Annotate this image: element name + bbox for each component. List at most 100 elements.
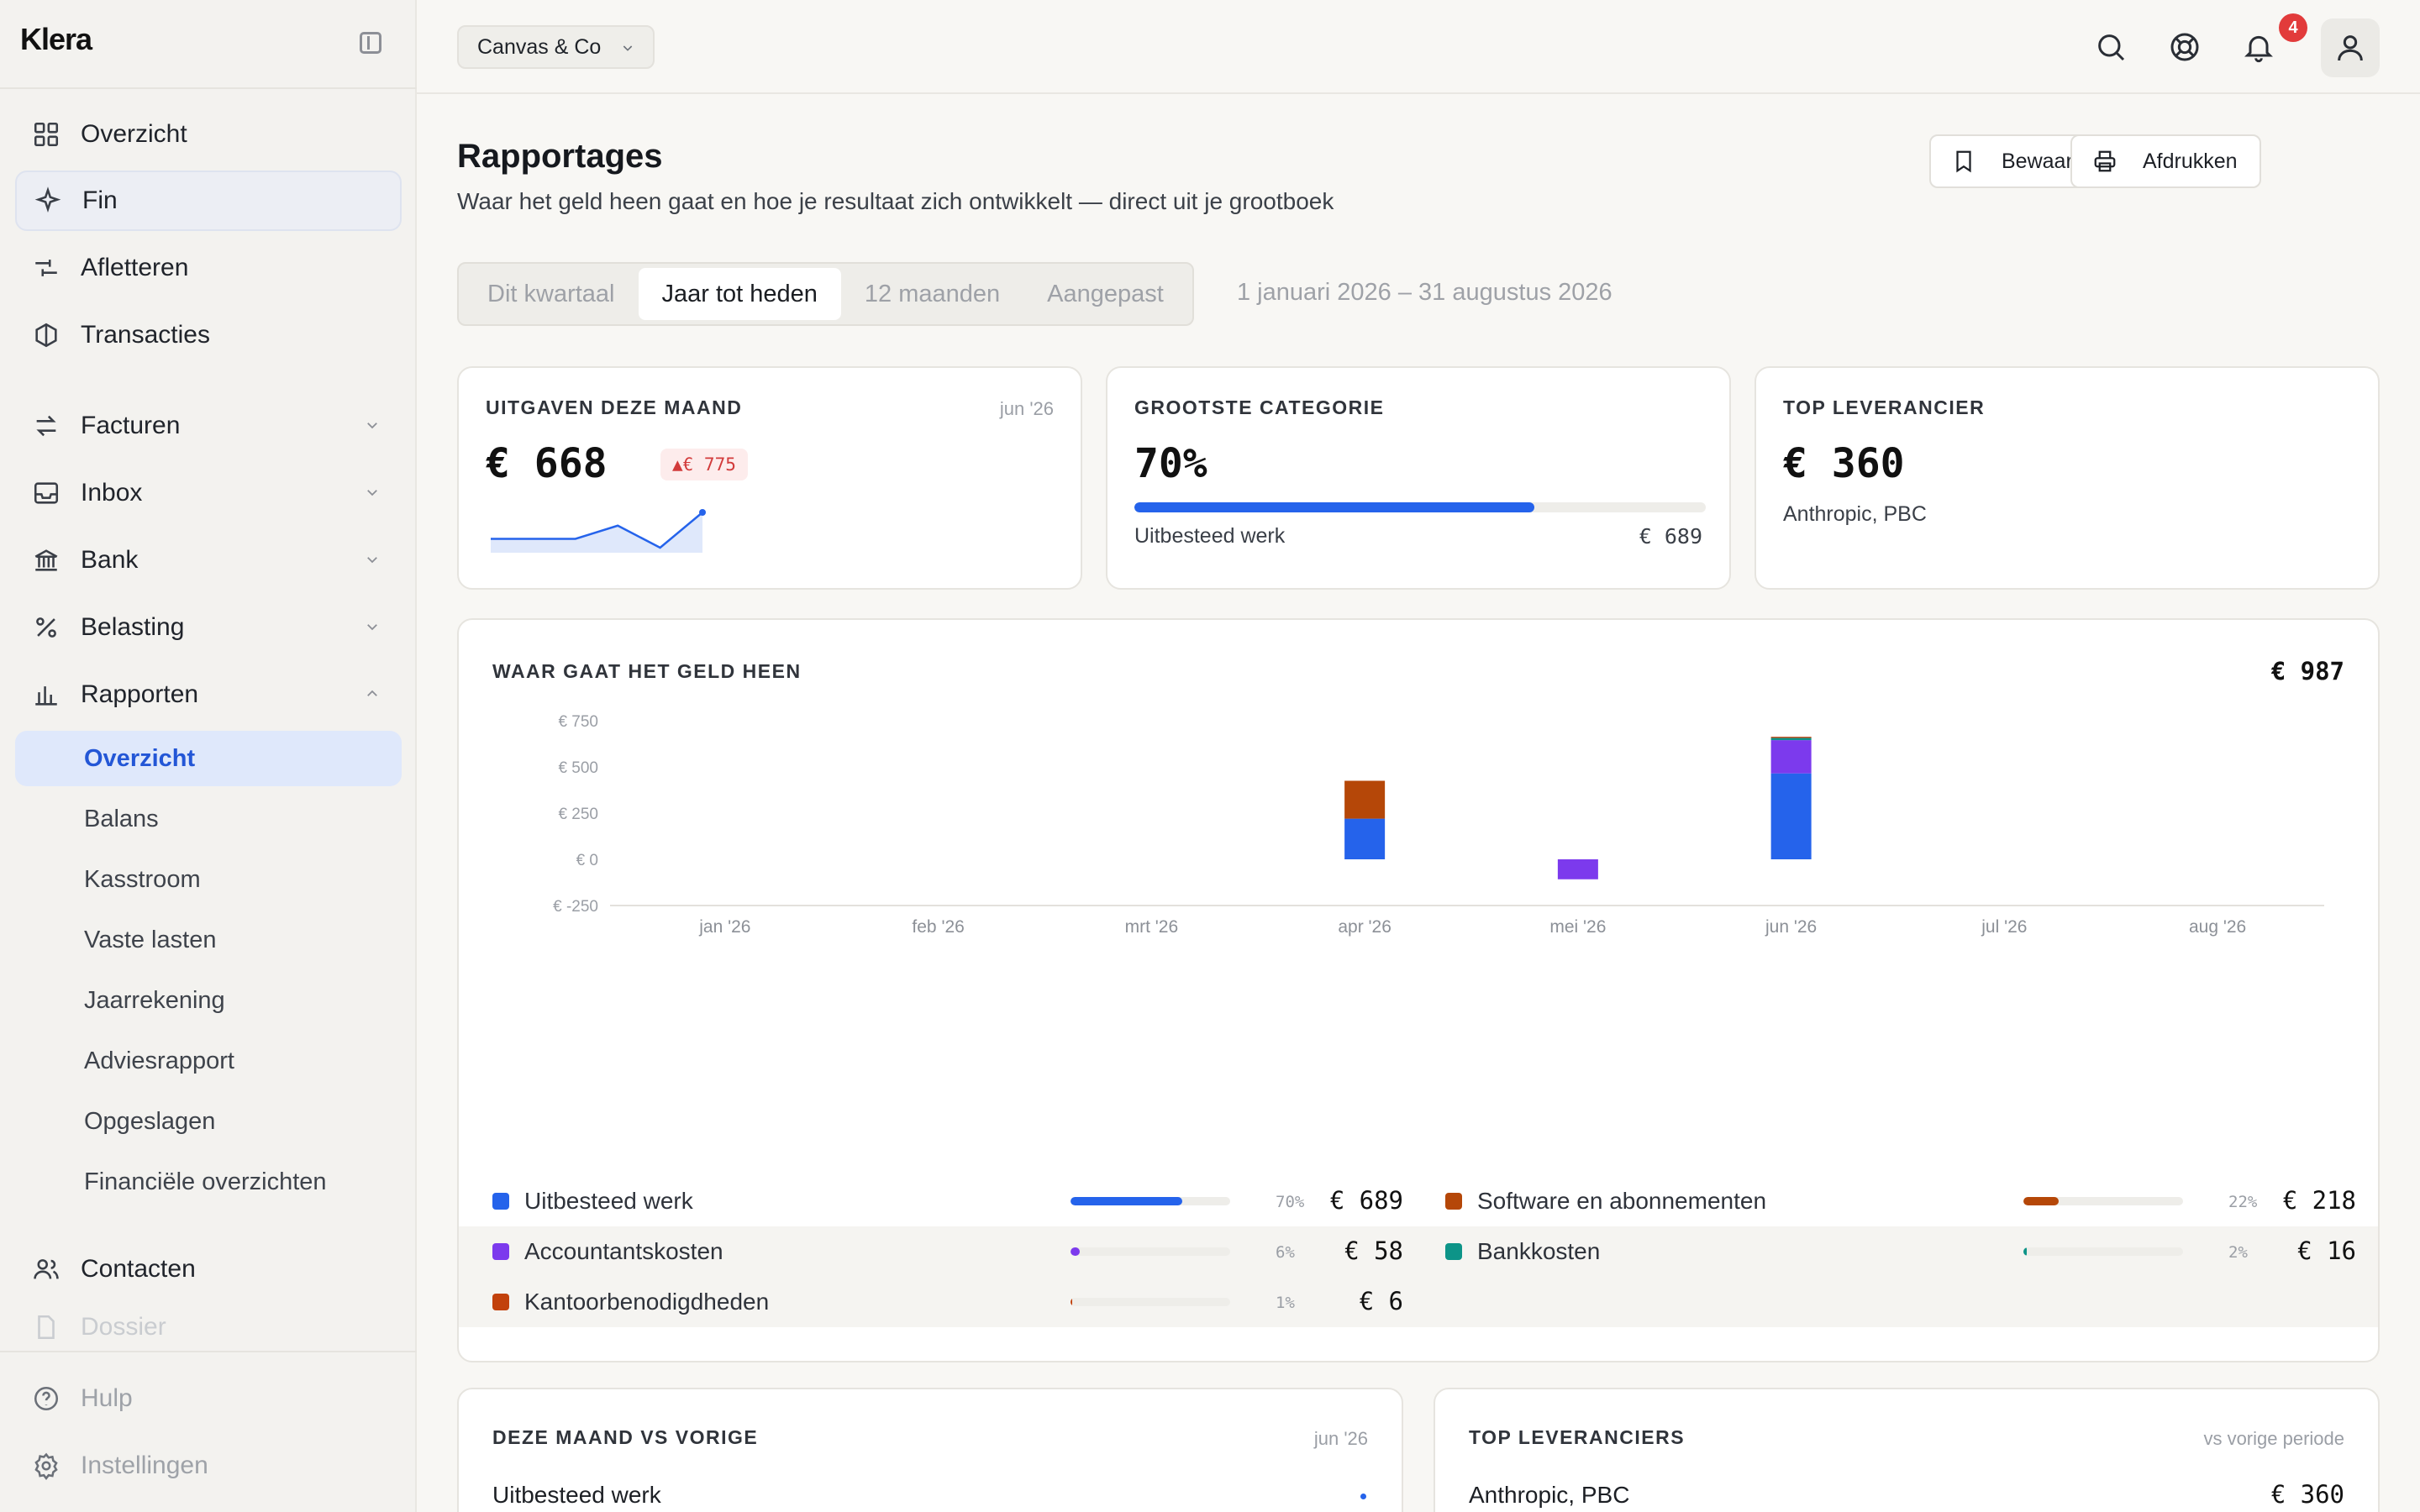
legend-item[interactable]: Kantoorbenodigdheden 1% € 6 bbox=[492, 1277, 1403, 1327]
sidebar-item-dossier[interactable]: Dossier bbox=[15, 1306, 402, 1348]
sidebar-item-instellingen[interactable]: Instellingen bbox=[15, 1436, 402, 1496]
kpi-label: GROOTSTE CATEGORIE bbox=[1134, 396, 1385, 418]
card-label: TOP LEVERANCIERS bbox=[1469, 1426, 1686, 1448]
chevron-down-icon bbox=[367, 423, 377, 429]
legend-label: Bankkosten bbox=[1477, 1238, 1601, 1264]
legend-item[interactable]: Bankkosten 2% € 16 bbox=[1445, 1226, 2356, 1277]
vendor-row-name: Anthropic, PBC bbox=[1469, 1482, 1630, 1508]
card-meta: jun '26 bbox=[1313, 1428, 1368, 1449]
sparkle-icon bbox=[34, 186, 62, 215]
page-subtitle: Waar het geld heen gaat en hoe je result… bbox=[457, 188, 1334, 214]
legend-share-track bbox=[1071, 1197, 1230, 1205]
chevron-up-icon bbox=[367, 690, 377, 696]
sidebar-item-facturen[interactable]: Facturen bbox=[15, 396, 402, 456]
legend-amount: € 16 bbox=[2297, 1236, 2356, 1265]
period-tab-dit-kwartaal[interactable]: Dit kwartaal bbox=[487, 280, 615, 307]
sidebar-subitem-kasstroom[interactable]: Kasstroom bbox=[84, 865, 201, 893]
sidebar-item-overzicht[interactable]: Overzicht bbox=[15, 104, 402, 165]
legend-item[interactable]: Software en abonnementen 22% € 218 bbox=[1445, 1176, 2356, 1226]
sidebar-item-label: Inbox bbox=[81, 479, 143, 507]
sidebar-item-label: Rapporten bbox=[81, 680, 199, 708]
bell-icon[interactable] bbox=[2242, 30, 2275, 64]
legend-share-fill bbox=[1071, 1247, 1081, 1256]
org-switcher[interactable]: Canvas & Co bbox=[457, 25, 655, 69]
legend-swatch bbox=[1445, 1243, 1462, 1260]
bank-icon bbox=[32, 546, 60, 575]
sidebar-item-contacten[interactable]: Contacten bbox=[15, 1239, 402, 1299]
bar-segment[interactable] bbox=[1344, 818, 1386, 859]
period-tab-jaar-tot-heden[interactable]: Jaar tot heden bbox=[638, 268, 841, 320]
sidebar: Klera Overzicht Fin Afletteren Transacti… bbox=[0, 0, 417, 1512]
legend-amount: € 218 bbox=[2282, 1186, 2356, 1215]
legend-label: Accountantskosten bbox=[524, 1238, 723, 1264]
period-tab-aangepast[interactable]: Aangepast bbox=[1047, 280, 1164, 307]
sidebar-item-hulp[interactable]: Hulp bbox=[15, 1368, 402, 1429]
legend-row: Kantoorbenodigdheden 1% € 6 bbox=[459, 1277, 2378, 1327]
kpi-label: UITGAVEN DEZE MAAND bbox=[486, 396, 743, 418]
legend-share-fill bbox=[2023, 1197, 2059, 1205]
sidebar-subitem-financiele-overzichten[interactable]: Financiële overzichten bbox=[84, 1168, 327, 1195]
hexagon-icon bbox=[32, 321, 60, 349]
x-tick-label: jun '26 bbox=[1765, 917, 1817, 937]
brand-logo: Klera bbox=[20, 22, 92, 56]
legend-amount: € 58 bbox=[1344, 1236, 1403, 1265]
search-icon[interactable] bbox=[2094, 30, 2128, 64]
bar-segment[interactable] bbox=[1770, 737, 1812, 738]
vendor-row-amount: € 360 bbox=[2270, 1480, 2344, 1509]
kpi-meta: jun '26 bbox=[999, 398, 1054, 419]
sparkline-point bbox=[699, 509, 706, 516]
chevron-down-icon bbox=[367, 557, 377, 564]
category-progress bbox=[1134, 502, 1706, 512]
grid-icon bbox=[32, 120, 60, 149]
gear-icon bbox=[32, 1452, 60, 1480]
date-range: 1 januari 2026 – 31 augustus 2026 bbox=[1237, 279, 1612, 306]
top-vendors-card: TOP LEVERANCIERS vs vorige periode Anthr… bbox=[1434, 1388, 2380, 1512]
legend-share-track bbox=[2023, 1197, 2183, 1205]
legend-item[interactable]: Accountantskosten 6% € 58 bbox=[492, 1226, 1403, 1277]
sidebar-subitem-adviesrapport[interactable]: Adviesrapport bbox=[84, 1047, 234, 1074]
legend-swatch bbox=[1445, 1193, 1462, 1210]
legend-percent: 22% bbox=[2228, 1193, 2258, 1211]
kpi-value: € 360 bbox=[1783, 440, 1905, 487]
sidebar-item-bank[interactable]: Bank bbox=[15, 530, 402, 591]
bar-segment[interactable] bbox=[1770, 738, 1812, 741]
print-button[interactable]: Afdrukken bbox=[2070, 134, 2261, 188]
legend-label: Software en abonnementen bbox=[1477, 1188, 1767, 1214]
collapse-sidebar-icon[interactable] bbox=[360, 32, 381, 54]
sidebar-item-transacties[interactable]: Transacties bbox=[15, 305, 402, 365]
legend-percent: 2% bbox=[2228, 1243, 2248, 1262]
sidebar-item-rapporten[interactable]: Rapporten bbox=[15, 664, 402, 725]
bar-segment[interactable] bbox=[1557, 859, 1598, 879]
chevron-down-icon bbox=[367, 624, 377, 631]
sidebar-item-fin[interactable]: Fin bbox=[15, 171, 402, 231]
support-icon[interactable] bbox=[2168, 30, 2202, 64]
sidebar-subitem-balans[interactable]: Balans bbox=[84, 805, 159, 832]
y-tick-label: € 0 bbox=[576, 852, 598, 869]
compare-row-label: Uitbesteed werk bbox=[492, 1482, 661, 1508]
sparkline-line bbox=[491, 512, 703, 549]
sidebar-divider bbox=[0, 1351, 417, 1352]
period-tab-12-maanden[interactable]: 12 maanden bbox=[864, 280, 1001, 307]
bar-segment[interactable] bbox=[1770, 740, 1812, 774]
bar-segment[interactable] bbox=[1344, 780, 1386, 819]
sidebar-subitem-overzicht[interactable]: Overzicht bbox=[15, 731, 402, 786]
legend-label: Uitbesteed werk bbox=[524, 1188, 693, 1214]
avatar[interactable] bbox=[2321, 18, 2380, 77]
sidebar-subitem-jaarrekening[interactable]: Jaarrekening bbox=[84, 986, 225, 1014]
bar-segment[interactable] bbox=[1770, 773, 1812, 859]
printer-icon bbox=[2094, 150, 2116, 172]
sidebar-subitem-vaste-lasten[interactable]: Vaste lasten bbox=[84, 926, 217, 953]
legend-swatch bbox=[492, 1294, 509, 1310]
legend-item[interactable]: Uitbesteed werk 70% € 689 bbox=[492, 1176, 1403, 1226]
sidebar-item-label: Fin bbox=[82, 186, 118, 214]
sidebar-item-inbox[interactable]: Inbox bbox=[15, 463, 402, 523]
sidebar-item-belasting[interactable]: Belasting bbox=[15, 597, 402, 658]
chevron-down-icon bbox=[623, 45, 633, 51]
topbar: Canvas & Co 4 bbox=[417, 0, 2420, 94]
chart-title: WAAR GAAT HET GELD HEEN bbox=[492, 660, 802, 682]
y-tick-label: € 500 bbox=[558, 759, 598, 777]
legend-swatch bbox=[492, 1243, 509, 1260]
sidebar-subitem-opgeslagen[interactable]: Opgeslagen bbox=[84, 1107, 216, 1135]
file-icon bbox=[32, 1313, 60, 1341]
sidebar-item-afletteren[interactable]: Afletteren bbox=[15, 238, 402, 298]
